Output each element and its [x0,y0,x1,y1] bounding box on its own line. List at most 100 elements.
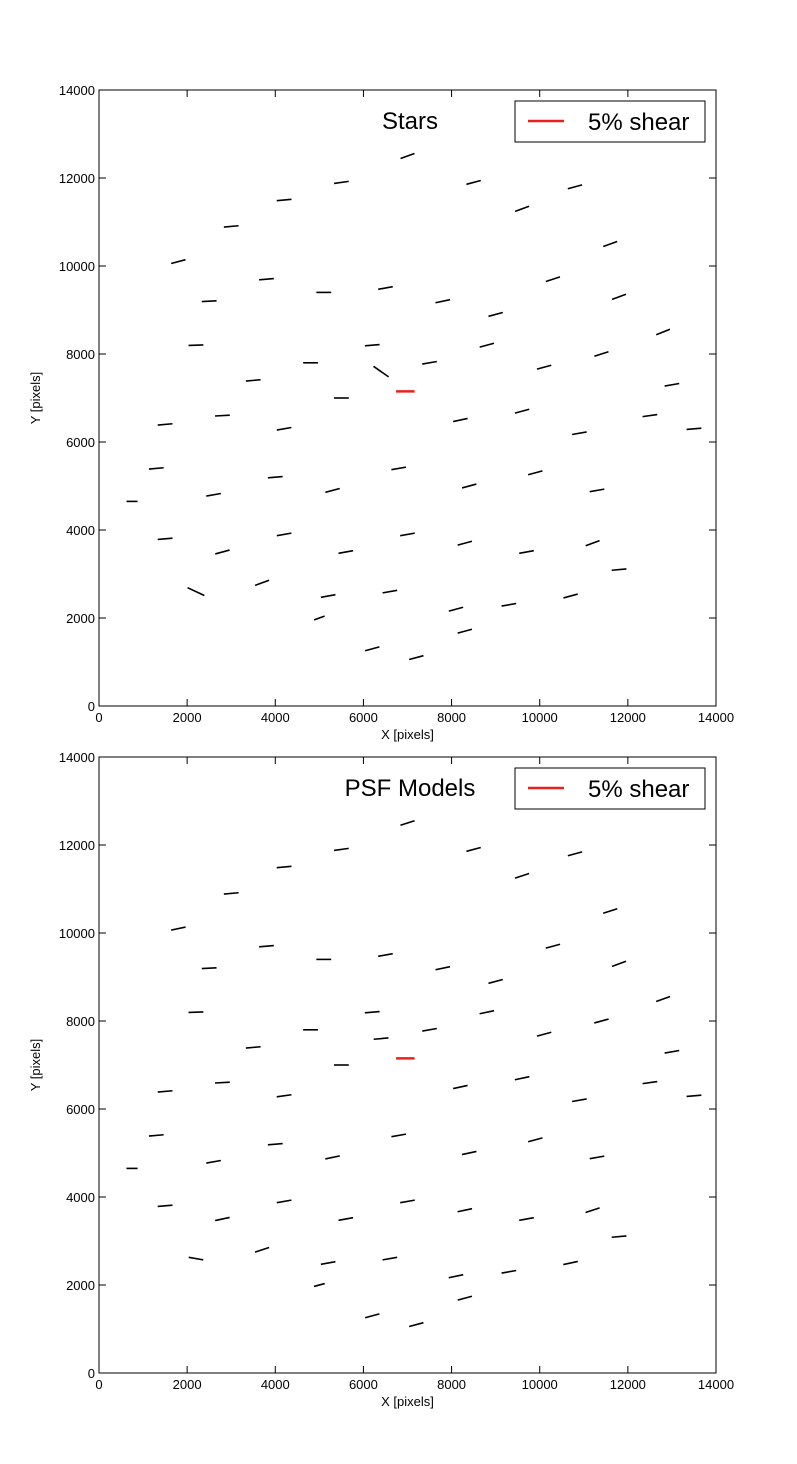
whisker [567,184,583,190]
whisker [655,328,671,336]
y-tick-label: 10000 [59,259,95,274]
whisker [378,285,393,291]
whisker [448,606,464,612]
y-tick-label: 8000 [66,347,95,362]
x-tick-label: 0 [95,710,102,725]
whisker [602,907,618,915]
whisker [642,1080,658,1085]
x-axis-label: X [pixels] [381,1394,434,1409]
whisker [400,1199,415,1204]
x-tick-label: 8000 [437,1377,466,1392]
x-tick-label: 12000 [610,1377,646,1392]
whisker [514,408,530,414]
x-tick-label: 0 [95,1377,102,1392]
whisker [378,952,393,958]
y-tick-label: 2000 [66,1278,95,1293]
whisker [563,593,578,599]
x-tick-label: 4000 [261,710,290,725]
x-tick-label: 6000 [349,1377,378,1392]
whisker [400,819,415,827]
whisker [479,1009,495,1015]
legend-label: 5% shear [588,109,689,136]
whisker [333,180,349,185]
whisker [382,589,398,594]
whisker [373,1037,389,1041]
x-tick-label: 8000 [437,710,466,725]
whisker [391,466,407,471]
whisker [276,532,292,537]
whisker [452,1084,468,1090]
plot-area [98,89,717,707]
y-tick-label: 14000 [59,750,95,765]
whisker [214,1216,230,1222]
whisker [452,417,468,423]
x-tick-label: 12000 [610,710,646,725]
whisker [245,1045,261,1049]
whisker [501,1269,517,1274]
whisker [313,1282,325,1288]
whisker [382,1256,398,1261]
whisker [206,492,222,497]
whisker [527,470,543,476]
whisker [571,1098,587,1103]
whisker [223,224,239,228]
whisker [611,568,627,572]
whisker [148,466,164,470]
x-tick-label: 2000 [173,710,202,725]
whisker [364,343,380,347]
whisker [461,483,477,489]
y-axis-label: Y [pixels] [28,372,43,425]
whisker [422,1027,437,1032]
whisker [276,198,292,202]
whisker [276,1199,292,1204]
whisker [188,1256,204,1261]
whisker [201,300,217,303]
whisker [435,298,451,304]
whisker [276,865,292,869]
whisker [254,1246,270,1253]
whisker [501,602,517,607]
whisker [519,1216,534,1222]
whisker [364,646,380,652]
whisker [585,539,600,547]
whisker [571,431,587,436]
whisker [567,851,583,857]
y-tick-label: 4000 [66,1190,95,1205]
y-tick-label: 6000 [66,1102,95,1117]
whisker [686,427,702,431]
x-tick-label: 4000 [261,1377,290,1392]
whisker [448,1273,464,1279]
whisker [364,1010,380,1014]
whisker [457,628,473,634]
y-tick-label: 4000 [66,523,95,538]
whisker [276,1093,292,1098]
whisker [320,593,336,599]
whisker [664,1049,680,1054]
plot-area [98,756,717,1374]
whisker [188,1011,204,1014]
whisker [655,995,671,1003]
y-tick-label: 0 [88,699,95,714]
whisker [201,967,217,970]
whisker [267,475,283,479]
y-tick-label: 6000 [66,435,95,450]
whisker [333,847,349,852]
x-tick-label: 14000 [698,710,734,725]
whisker [642,413,658,418]
whisker [157,422,173,426]
whisker [563,1260,578,1266]
whisker [214,414,230,417]
x-axis-label: X [pixels] [381,727,434,742]
whisker [594,350,609,358]
whisker [223,891,239,895]
whisker [611,1235,627,1239]
y-axis-label: Y [pixels] [28,1039,43,1092]
y-tick-label: 12000 [59,838,95,853]
y-tick-label: 12000 [59,171,95,186]
whisker [488,311,503,318]
whisker [545,276,561,283]
whisker [479,342,495,348]
y-tick-label: 0 [88,1366,95,1381]
whisker [254,579,270,587]
